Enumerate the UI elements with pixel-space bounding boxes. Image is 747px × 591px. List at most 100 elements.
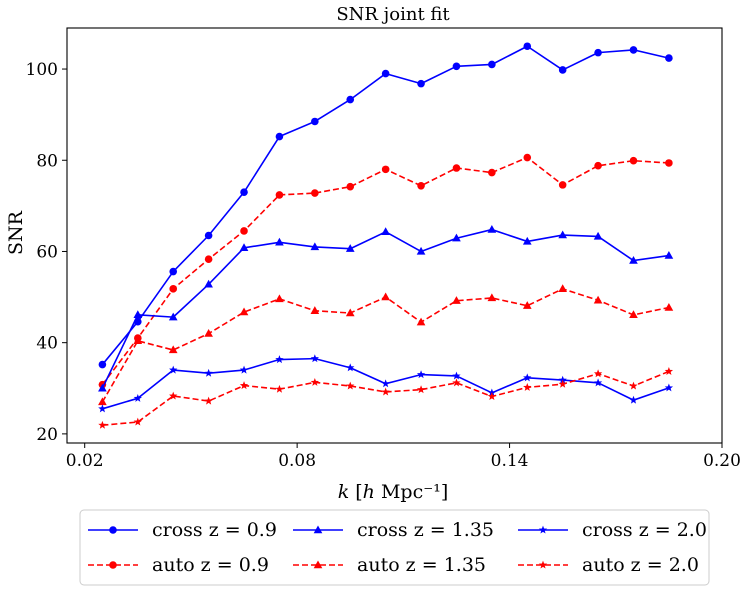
data-point: [204, 396, 213, 405]
data-point: [169, 285, 178, 293]
axes: 0.02 0.08 0.14 0.20 20 40 60 80 100: [26, 60, 741, 471]
data-point: [629, 395, 638, 404]
data-point: [240, 227, 248, 235]
data-point: [558, 379, 567, 388]
data-point: [310, 354, 319, 363]
legend-marker: [109, 561, 117, 569]
data-point: [593, 295, 603, 304]
data-point: [275, 132, 284, 141]
data-point: [204, 255, 213, 264]
data-point: [487, 293, 497, 302]
data-point: [310, 242, 320, 251]
data-point: [133, 310, 143, 319]
plot-frame: [66, 27, 723, 444]
data-point: [346, 381, 355, 390]
legend-marker: [538, 560, 548, 569]
data-point: [452, 378, 461, 387]
data-point: [523, 382, 532, 391]
data-point: [381, 379, 390, 388]
data-point: [275, 355, 284, 364]
data-point: [345, 244, 355, 252]
data-point: [487, 225, 497, 233]
data-point: [204, 279, 213, 288]
legend: cross z = 0.9 cross z = 1.35 cross z = 2.0…: [79, 509, 710, 586]
data-point: [98, 360, 107, 369]
data-point: [664, 383, 674, 392]
series-cross-z-1.35: [98, 225, 674, 392]
data-point: [345, 308, 355, 317]
data-point: [275, 191, 284, 199]
legend-box: [79, 509, 710, 586]
data-point: [452, 233, 461, 242]
series-line: [101, 45, 670, 366]
data-point: [204, 368, 213, 377]
data-point: [593, 369, 603, 378]
data-point: [487, 392, 497, 401]
legend-label: auto z = 1.35: [357, 554, 486, 576]
data-point: [169, 267, 178, 276]
data-point: [417, 181, 425, 190]
legend-entry: cross z = 1.35: [293, 519, 494, 541]
data-point: [204, 231, 213, 240]
y-tick-label: 40: [36, 334, 58, 354]
data-point: [98, 383, 107, 392]
data-point: [311, 117, 319, 126]
data-point: [452, 164, 461, 172]
data-point: [629, 256, 638, 264]
data-point: [133, 417, 142, 426]
data-point: [381, 227, 390, 236]
data-point: [381, 292, 390, 301]
legend-marker: [538, 525, 548, 534]
legend-label: cross z = 0.9: [152, 519, 277, 541]
data-point: [98, 404, 107, 413]
data-point: [664, 302, 674, 311]
plot-area: [98, 42, 674, 429]
chart-title: SNR joint fit: [336, 4, 450, 25]
data-point: [310, 306, 320, 314]
data-point: [310, 377, 319, 386]
legend-marker: [313, 525, 323, 534]
data-point: [558, 284, 568, 293]
data-point: [133, 393, 142, 402]
series-line: [101, 156, 669, 386]
data-point: [594, 48, 602, 57]
legend-label: auto z = 2.0: [582, 554, 699, 576]
data-point: [629, 46, 638, 54]
data-point: [593, 378, 603, 387]
x-tick-label: 0.14: [491, 451, 529, 471]
legend-label: cross z = 2.0: [582, 519, 707, 541]
legend-marker: [109, 526, 117, 534]
data-point: [275, 294, 284, 303]
x-tick-label: 0.20: [703, 451, 741, 471]
y-axis-title: SNR: [5, 210, 27, 255]
data-point: [523, 42, 532, 51]
data-point: [522, 236, 532, 245]
data-point: [239, 381, 249, 390]
data-point: [98, 397, 107, 406]
data-point: [239, 307, 249, 316]
data-point: [488, 168, 496, 177]
data-point: [275, 237, 284, 246]
data-point: [346, 363, 355, 372]
legend-label: cross z = 1.35: [357, 519, 494, 541]
data-point: [417, 79, 425, 88]
data-point: [381, 165, 390, 174]
data-point: [629, 310, 638, 319]
data-point: [558, 230, 568, 239]
legend-entry: auto z = 0.9: [88, 554, 269, 576]
y-tick-label: 20: [36, 425, 58, 445]
data-point: [346, 95, 355, 104]
series-cross-z-2.0: [98, 354, 674, 413]
data-point: [558, 375, 567, 384]
legend-label: auto z = 0.9: [152, 554, 269, 576]
data-point: [239, 365, 249, 374]
data-point: [311, 189, 319, 197]
data-point: [169, 391, 178, 400]
data-point: [523, 373, 532, 382]
data-point: [664, 251, 674, 259]
data-point: [452, 371, 461, 380]
data-point: [594, 161, 602, 170]
data-point: [275, 384, 284, 393]
x-tick-label: 0.08: [278, 451, 316, 471]
